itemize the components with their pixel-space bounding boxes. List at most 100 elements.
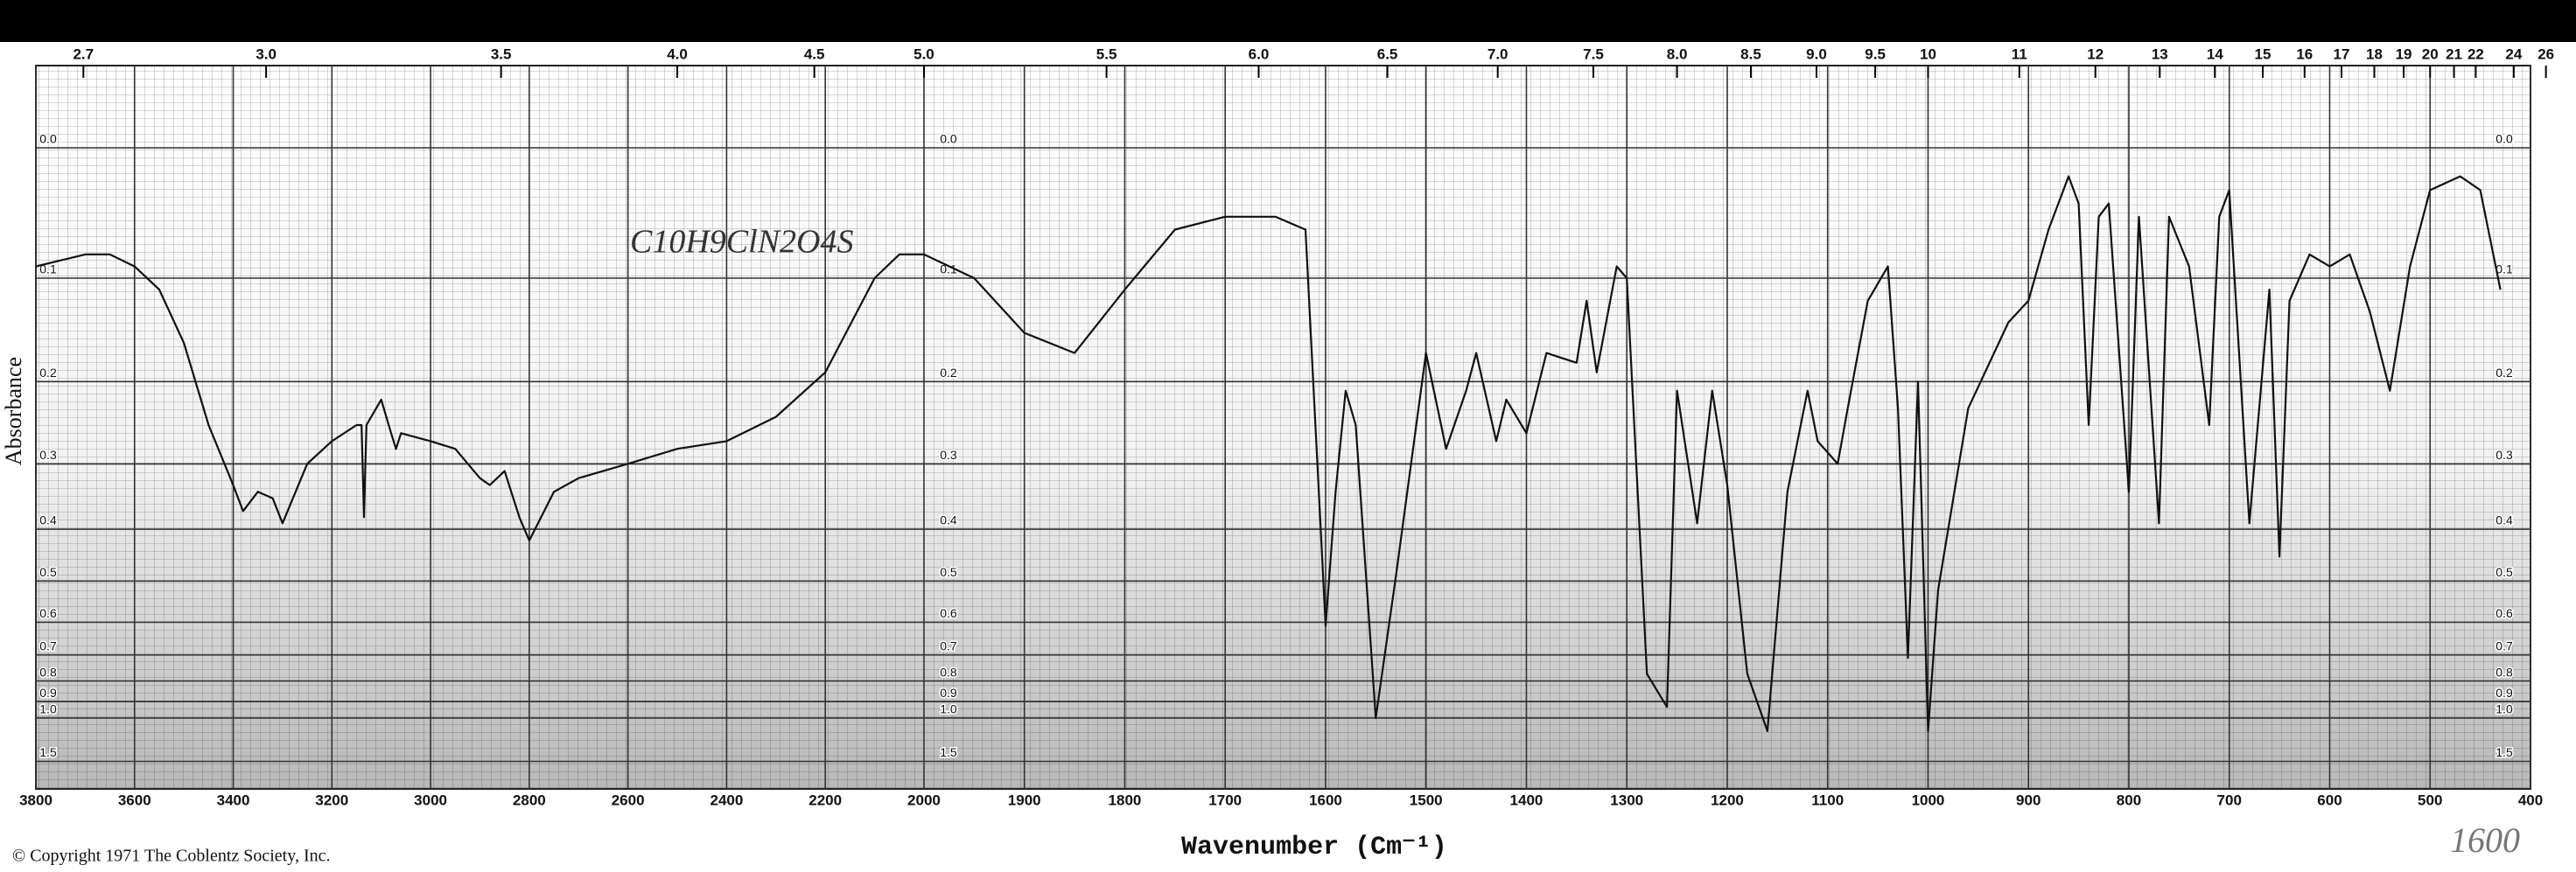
y-tick-label: 1.5: [39, 745, 57, 759]
x-tick-label: 3400: [217, 792, 250, 808]
y-tick-label: 0.4: [2496, 513, 2513, 527]
x-tick-label: 2800: [513, 792, 546, 808]
y-tick-label: 0.2: [39, 366, 57, 380]
x2-tick-label: 8.5: [1740, 45, 1761, 62]
y-tick-label: 0.9: [940, 686, 957, 700]
y-tick-label: 0.9: [2496, 686, 2513, 700]
x-tick-label: 2600: [612, 792, 645, 808]
x2-tick-label: 26: [2538, 45, 2554, 62]
x-tick-label: 2400: [710, 792, 743, 808]
x2-tick-label: 7.5: [1583, 45, 1604, 62]
y-tick-label: 0.1: [940, 262, 957, 276]
graph-shade: [36, 66, 2530, 789]
x2-tick-label: 17: [2334, 45, 2350, 62]
y-tick-label: 1.0: [2496, 702, 2513, 716]
x-tick-label: 1900: [1008, 792, 1041, 808]
x-tick-label: 1600: [1309, 792, 1342, 808]
spectrum-line: [35, 175, 2502, 732]
x2-tick-label: 7.0: [1488, 45, 1508, 62]
y-tick-label: 0.5: [39, 565, 57, 579]
y-tick-label: 1.5: [2496, 745, 2513, 759]
x-tick-label: 2000: [907, 792, 941, 808]
y-tick-label: 0.2: [940, 366, 957, 380]
x2-tick-label: 18: [2366, 45, 2383, 62]
x-tick-label: 700: [2217, 792, 2242, 808]
x2-tick-label: 3.5: [491, 45, 512, 62]
x-tick-label: 900: [2016, 792, 2040, 808]
y-tick-label: 0.8: [940, 665, 957, 679]
x2-tick-label: 4.0: [667, 45, 688, 62]
x-tick-label: 1700: [1208, 792, 1242, 808]
y-tick-label: 0.8: [2496, 665, 2513, 679]
y-tick-label: 0.6: [39, 606, 57, 620]
x2-tick-label: 24: [2505, 45, 2522, 62]
x-tick-label: 1200: [1711, 792, 1744, 808]
x-tick-label: 400: [2518, 792, 2543, 808]
y-tick-label: 1.0: [940, 702, 957, 716]
y-tick-label: 0.3: [940, 448, 957, 462]
x-tick-label: 1300: [1610, 792, 1643, 808]
y-tick-label: 0.5: [2496, 565, 2513, 579]
x-tick-label: 1100: [1811, 792, 1844, 808]
x2-tick-label: 5.0: [914, 45, 934, 62]
x2-tick-label: 21: [2446, 45, 2462, 62]
handwritten-note: 1600: [2450, 820, 2520, 860]
y-tick-label: 0.0: [39, 132, 57, 146]
x2-tick-label: 14: [2207, 45, 2223, 62]
x2-tick-label: 6.0: [1249, 45, 1270, 62]
y-tick-label: 0.4: [940, 513, 957, 527]
x-tick-label: 3000: [414, 792, 447, 808]
x-tick-label: 3200: [315, 792, 348, 808]
x-tick-label: 500: [2418, 792, 2442, 808]
x-tick-label: 2200: [808, 792, 842, 808]
x-tick-label: 1800: [1109, 792, 1142, 808]
y-tick-label: 0.3: [39, 448, 57, 462]
y-tick-label: 0.5: [940, 565, 957, 579]
y-tick-label: 0.2: [2496, 366, 2513, 380]
y-tick-label: 0.7: [940, 639, 957, 653]
x2-tick-label: 6.5: [1377, 45, 1398, 62]
y-tick-label: 0.6: [2496, 606, 2513, 620]
y-tick-label: 0.7: [2496, 639, 2513, 653]
y-axis-label: Absorbance: [1, 357, 26, 465]
y-tick-label: 0.0: [2496, 132, 2513, 146]
copyright: © Copyright 1971 The Coblentz Society, I…: [12, 847, 330, 866]
x-tick-label: 3600: [118, 792, 151, 808]
y-tick-label: 0.8: [39, 665, 57, 679]
y-tick-label: 0.9: [39, 686, 57, 700]
x2-tick-label: 20: [2422, 45, 2439, 62]
x2-tick-label: 8.0: [1667, 45, 1688, 62]
x2-tick-label: 2.7: [73, 45, 94, 62]
x2-tick-label: 12: [2087, 45, 2104, 62]
y-tick-label: 0.3: [2496, 448, 2513, 462]
x-axis-label: Wavenumber (Cm⁻¹): [1181, 833, 1447, 862]
y-tick-label: 0.1: [2496, 262, 2513, 276]
x-tick-label: 3800: [19, 792, 52, 808]
y-tick-label: 0.7: [39, 639, 57, 653]
x2-tick-label: 4.5: [804, 45, 825, 62]
plot-layer: 0.0 0.0 0.00.1 0.1 0.10.2 0.2 0.20.3 0.3 0.30.4 0…: [19, 45, 2554, 808]
x2-tick-label: 3.0: [256, 45, 276, 62]
x2-tick-label: 22: [2468, 45, 2484, 62]
x-tick-label: 800: [2117, 792, 2141, 808]
y-tick-label: 0.4: [39, 513, 57, 527]
x2-tick-label: 10: [1920, 45, 1936, 62]
x2-tick-label: 13: [2152, 45, 2168, 62]
x2-tick-label: 9.0: [1806, 45, 1827, 62]
y-tick-label: 1.0: [39, 702, 57, 716]
y-tick-label: 1.5: [940, 745, 957, 759]
x2-tick-label: 19: [2396, 45, 2412, 62]
y-tick-label: 0.6: [940, 606, 957, 620]
x2-tick-label: 16: [2296, 45, 2313, 62]
x-tick-label: 600: [2317, 792, 2342, 808]
y-tick-label: 0.0: [940, 132, 957, 146]
x-tick-label: 1500: [1410, 792, 1443, 808]
x2-tick-label: 15: [2255, 45, 2272, 62]
x2-tick-label: 5.5: [1096, 45, 1117, 62]
x2-tick-label: 11: [2012, 45, 2027, 62]
x-tick-label: 1000: [1912, 792, 1945, 808]
scan-band: [0, 0, 2576, 42]
x-tick-label: 1400: [1510, 792, 1544, 808]
